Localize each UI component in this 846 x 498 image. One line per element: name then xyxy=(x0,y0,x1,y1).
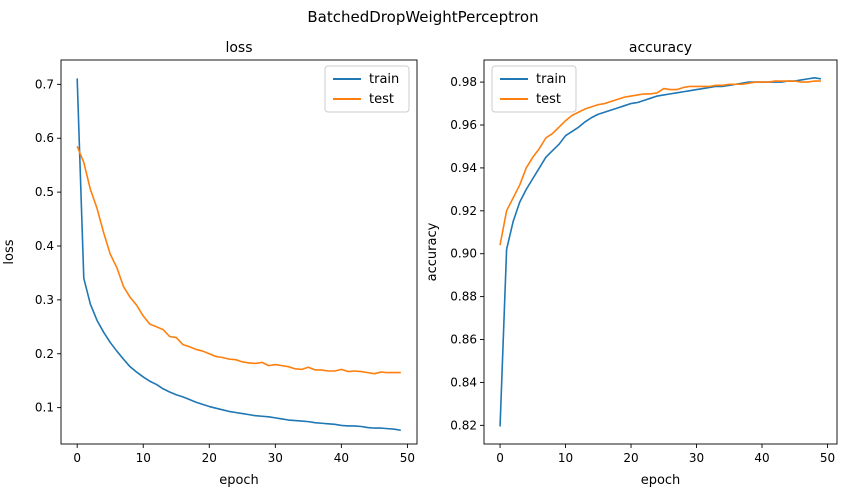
y-tick-label: 0.92 xyxy=(450,204,477,218)
legend-label-test: test xyxy=(536,92,561,107)
x-tick-label: 40 xyxy=(754,451,769,465)
y-tick-label: 0.98 xyxy=(450,75,477,89)
y-tick-label: 0.5 xyxy=(35,185,54,199)
y-tick-label: 0.82 xyxy=(450,418,477,432)
legend-box xyxy=(491,65,577,113)
x-tick-label: 0 xyxy=(496,451,504,465)
y-tick-label: 0.94 xyxy=(450,161,477,175)
x-tick-label: 50 xyxy=(400,451,415,465)
legend: train test xyxy=(491,65,577,113)
y-tick-label: 0.4 xyxy=(35,239,54,253)
x-tick-label: 20 xyxy=(202,451,217,465)
y-tick-label: 0.2 xyxy=(35,347,54,361)
axes-frame xyxy=(60,59,418,445)
legend-box xyxy=(324,65,410,113)
chart-panel-accuracy: accuracy 0 10 20 30 40 50 0.82 0.84 0.86 0.88 0.90 0… xyxy=(425,40,838,488)
chart-title: loss xyxy=(225,40,252,56)
x-tick-label: 10 xyxy=(558,451,573,465)
x-tick-label: 0 xyxy=(73,451,81,465)
y-tick-label: 0.96 xyxy=(450,118,477,132)
legend-label-train: train xyxy=(536,72,566,87)
y-tick-label: 0.7 xyxy=(35,77,54,91)
y-tick-label: 0.86 xyxy=(450,333,477,347)
y-tick-label: 0.84 xyxy=(450,375,477,389)
x-tick-label: 10 xyxy=(136,451,151,465)
x-tick-label: 30 xyxy=(689,451,704,465)
legend-label-train: train xyxy=(369,72,399,87)
x-tick-label: 30 xyxy=(268,451,283,465)
x-axis-label: epoch xyxy=(641,473,681,488)
figure-suptitle: BatchedDropWeightPerceptron xyxy=(307,8,538,26)
x-tick-label: 50 xyxy=(820,451,835,465)
y-tick-label: 0.1 xyxy=(35,401,54,415)
legend-label-test: test xyxy=(369,92,394,107)
axes-frame xyxy=(483,59,838,445)
legend: train test xyxy=(324,65,410,113)
y-axis-label: accuracy xyxy=(425,222,440,281)
y-tick-label: 0.3 xyxy=(35,293,54,307)
series-line-test xyxy=(76,146,401,375)
chart-title: accuracy xyxy=(629,40,692,56)
y-tick-label: 0.88 xyxy=(450,290,477,304)
y-tick-label: 0.6 xyxy=(35,131,54,145)
x-tick-label: 20 xyxy=(623,451,638,465)
series-line-test xyxy=(499,80,821,246)
x-tick-label: 40 xyxy=(334,451,349,465)
y-tick-label: 0.90 xyxy=(450,247,477,261)
y-axis-label: loss xyxy=(2,239,17,264)
series-line-train xyxy=(76,78,401,432)
chart-panel-loss: loss 0 10 20 30 40 50 0.1 0.2 0.3 0.4 0.5 0.6 0.7 epoc… xyxy=(2,40,418,488)
x-axis-label: epoch xyxy=(219,473,259,488)
